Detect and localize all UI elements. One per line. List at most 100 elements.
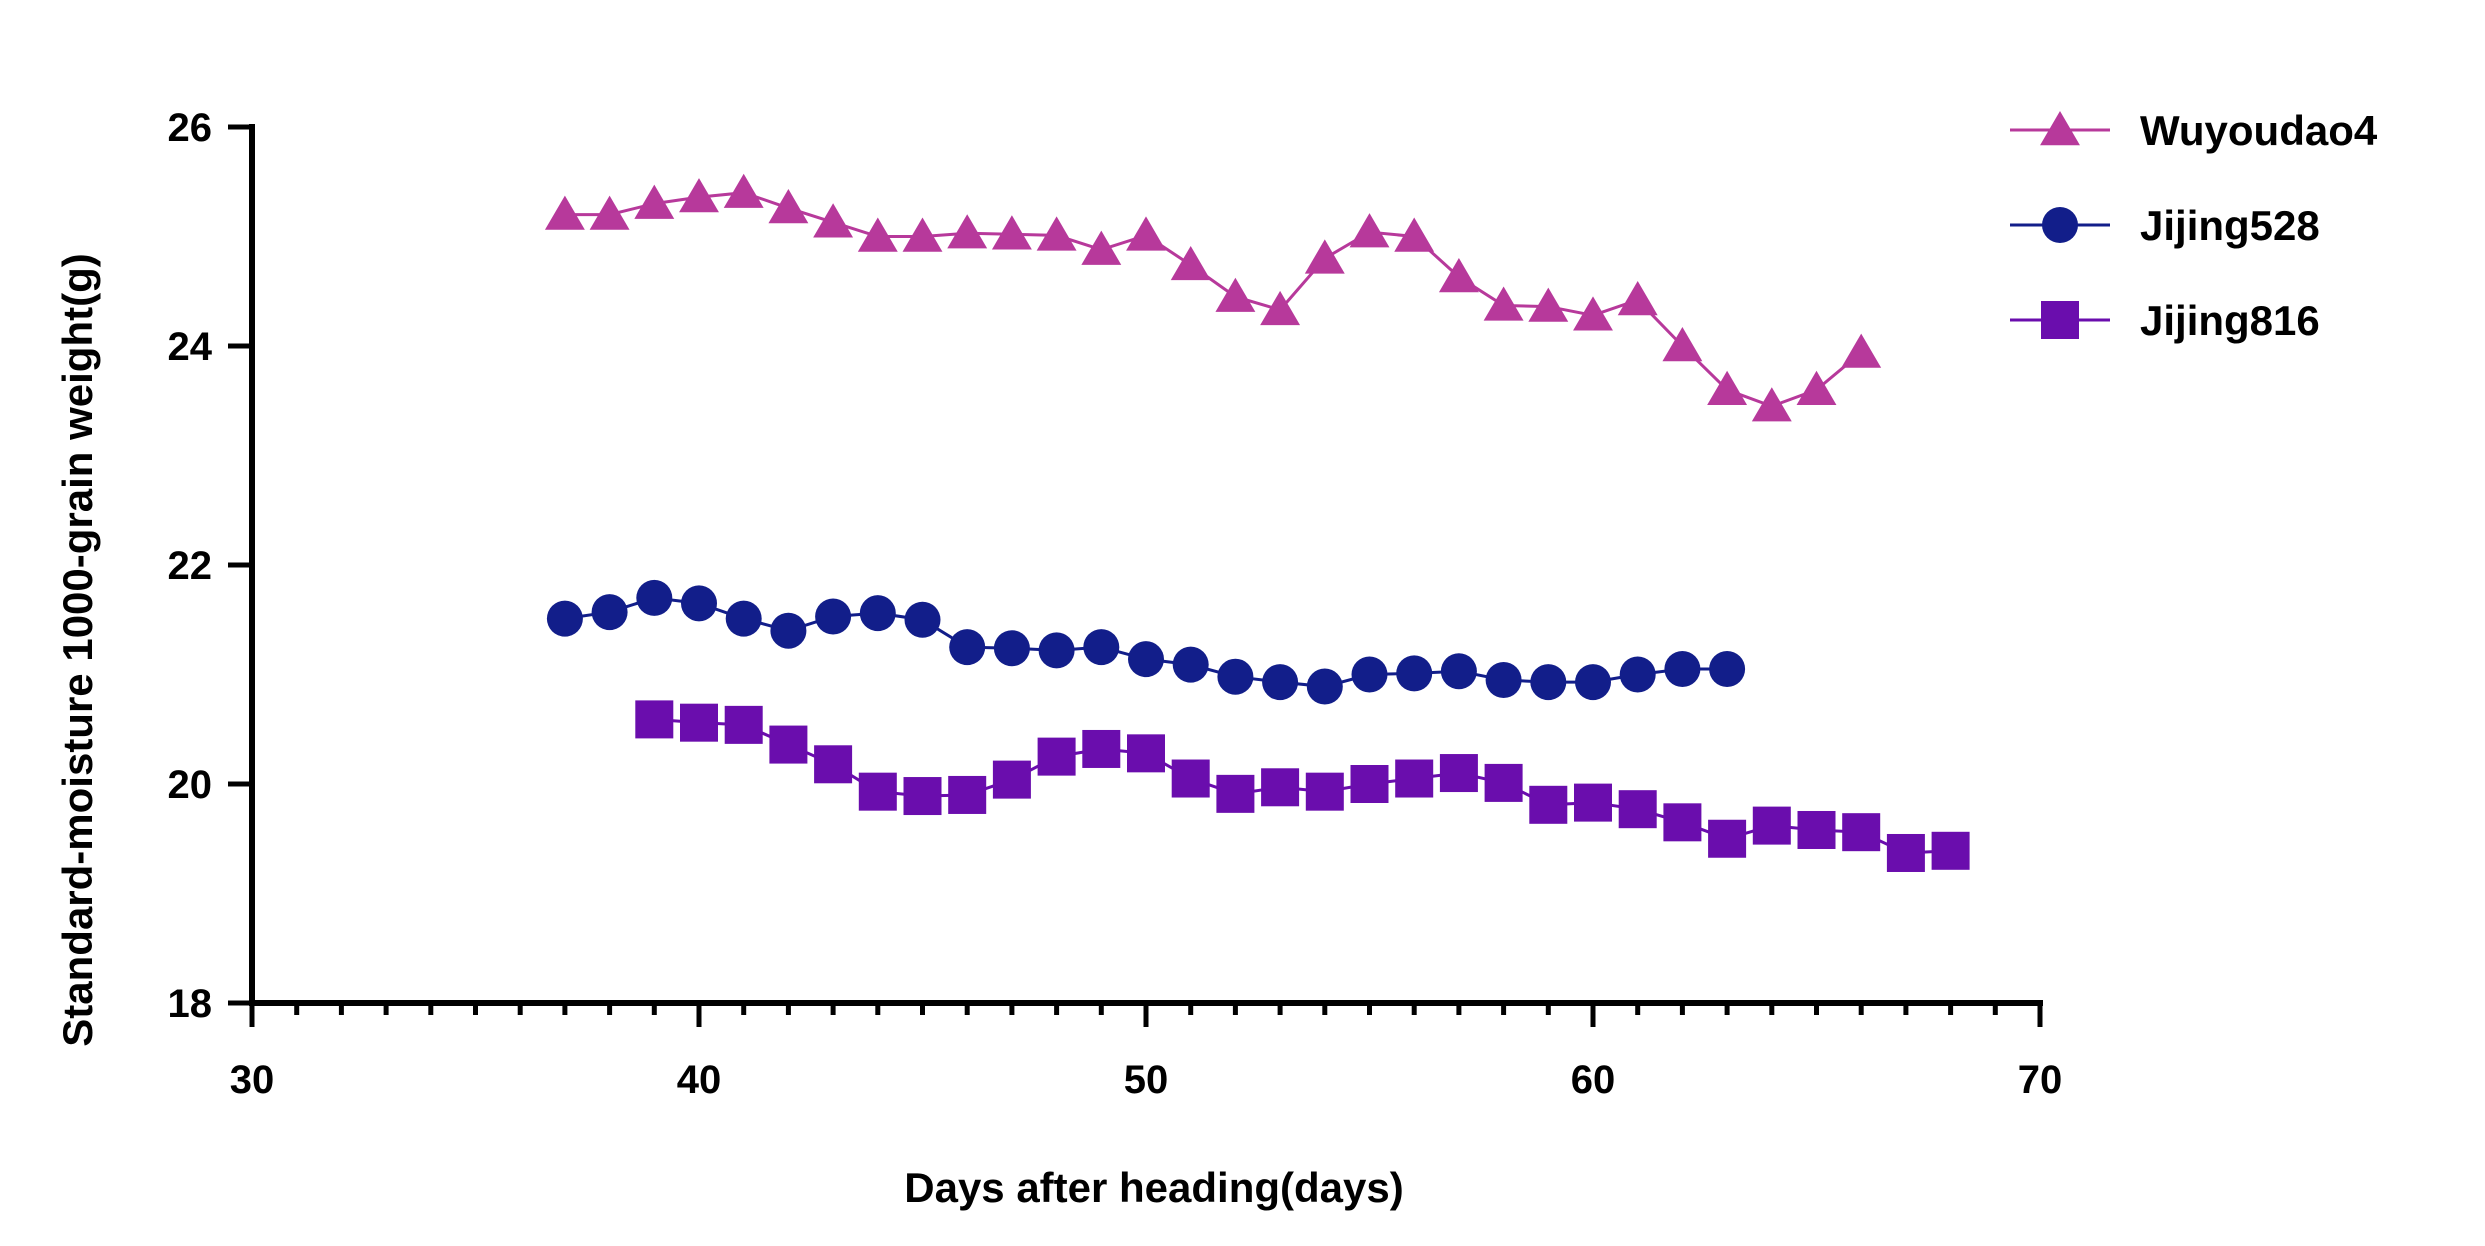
data-point xyxy=(947,214,988,249)
y-tick-label: 24 xyxy=(168,325,213,369)
data-point xyxy=(679,178,719,213)
x-axis-ticks: 30 40 50 60 70 xyxy=(230,1003,2063,1102)
data-point xyxy=(993,630,1030,667)
data-point xyxy=(1170,245,1211,281)
data-point xyxy=(1618,790,1657,829)
data-point xyxy=(1709,651,1746,688)
data-point xyxy=(1172,646,1209,683)
data-point xyxy=(769,725,808,764)
data-point xyxy=(724,705,763,744)
y-tick-label: 18 xyxy=(168,982,213,1026)
data-point xyxy=(1528,287,1569,322)
data-point xyxy=(1037,737,1076,776)
x-axis-title: Days after heading(days) xyxy=(904,1164,1404,1211)
data-point xyxy=(1483,286,1524,321)
x-tick-label: 40 xyxy=(677,1058,722,1102)
data-point xyxy=(636,579,673,616)
data-point xyxy=(1036,216,1077,251)
data-point xyxy=(949,629,986,666)
data-point xyxy=(1395,759,1434,798)
data-point xyxy=(681,585,717,622)
data-point xyxy=(1886,833,1925,872)
legend-label: Wuyoudao4 xyxy=(2140,107,2378,154)
data-point xyxy=(1304,239,1345,274)
data-point xyxy=(1216,774,1255,813)
data-point xyxy=(1262,664,1299,701)
data-point xyxy=(814,745,853,784)
y-axis-ticks: 18 20 22 24 26 xyxy=(168,106,252,1026)
legend-item-jijing528: Jijing528 xyxy=(2010,202,2320,249)
data-point xyxy=(1038,632,1075,669)
data-point xyxy=(813,203,854,238)
data-point xyxy=(1617,281,1658,316)
data-point xyxy=(634,184,675,219)
data-point xyxy=(1215,277,1256,312)
data-point xyxy=(1396,655,1433,692)
data-point xyxy=(1305,772,1344,811)
data-point xyxy=(1217,658,1254,695)
data-point xyxy=(1796,370,1837,405)
data-point xyxy=(1126,216,1166,251)
x-tick-label: 60 xyxy=(1571,1058,1616,1102)
legend-marker xyxy=(2041,301,2079,339)
data-point xyxy=(1484,763,1523,802)
series-layer xyxy=(544,173,1970,872)
data-point xyxy=(1663,803,1702,842)
series-wuyoudao4 xyxy=(544,173,1882,422)
data-point xyxy=(546,600,583,637)
data-point xyxy=(1841,333,1882,368)
data-point xyxy=(1573,296,1613,331)
data-point xyxy=(768,189,809,224)
data-point xyxy=(904,601,941,638)
data-point xyxy=(635,700,674,739)
data-point xyxy=(1082,729,1121,768)
data-point xyxy=(1394,217,1435,252)
data-point xyxy=(680,703,718,742)
data-point xyxy=(1260,290,1301,326)
data-point xyxy=(1128,641,1164,678)
legend-item-wuyoudao4: Wuyoudao4 xyxy=(2010,107,2378,154)
y-axis-title: Standard-moisture 1000-grain weight(g) xyxy=(54,253,101,1046)
data-point xyxy=(1127,734,1165,773)
data-point xyxy=(1707,370,1748,405)
data-point xyxy=(1575,664,1611,701)
legend-label: Jijing528 xyxy=(2140,202,2320,249)
series-line xyxy=(564,191,1863,408)
data-point xyxy=(1529,785,1568,824)
data-point xyxy=(902,217,943,252)
data-point xyxy=(1439,754,1478,793)
data-point xyxy=(1351,656,1388,693)
data-point xyxy=(1662,327,1703,362)
y-tick-label: 20 xyxy=(168,763,213,807)
data-point xyxy=(1081,230,1122,265)
data-point xyxy=(1931,831,1970,870)
data-point xyxy=(948,775,987,814)
data-point xyxy=(1083,629,1120,666)
data-point xyxy=(1619,656,1656,693)
y-tick-label: 22 xyxy=(168,544,213,588)
data-point xyxy=(1440,653,1477,690)
data-point xyxy=(723,173,764,208)
data-point xyxy=(1349,213,1390,248)
series-jijing816 xyxy=(635,700,1970,872)
data-point xyxy=(1485,661,1522,698)
x-tick-label: 70 xyxy=(2018,1058,2063,1102)
data-point xyxy=(591,594,628,631)
legend: Wuyoudao4 Jijing528 Jijing816 xyxy=(2010,107,2378,344)
x-tick-label: 30 xyxy=(230,1058,275,1102)
data-point xyxy=(857,217,898,252)
data-point xyxy=(1752,806,1791,845)
data-point xyxy=(1842,813,1881,852)
data-point xyxy=(1664,651,1701,688)
series-jijing528 xyxy=(546,579,1746,705)
data-point xyxy=(1261,768,1300,807)
data-point xyxy=(1751,387,1792,422)
data-point xyxy=(991,215,1032,250)
legend-marker xyxy=(2042,207,2078,243)
data-point xyxy=(589,195,630,230)
y-tick-label: 26 xyxy=(168,106,213,150)
data-point xyxy=(1574,783,1612,822)
data-point xyxy=(1438,258,1479,293)
legend-marker xyxy=(2040,111,2080,146)
